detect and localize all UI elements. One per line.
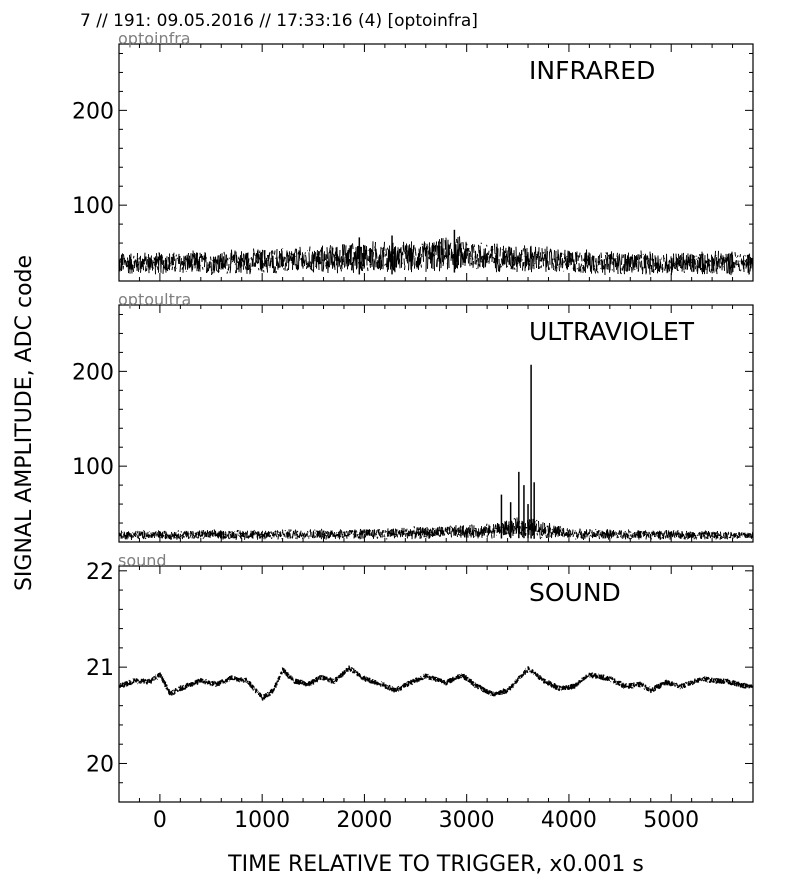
x-tick-label: 1000 <box>234 808 290 833</box>
panel-title: INFRARED <box>529 56 655 85</box>
y-tick-label: 100 <box>72 455 114 480</box>
y-tick-label: 21 <box>86 656 114 681</box>
y-tick-label: 200 <box>72 360 114 385</box>
x-tick-label: 5000 <box>643 808 699 833</box>
panel-sound: 0 1000 2000 3000 4000 5000 20 21 22 sound SOUND <box>86 551 754 833</box>
signal-noise <box>119 236 753 276</box>
signal-trace <box>119 364 753 541</box>
panel-tag-optoinfra: optoinfra <box>118 29 191 48</box>
panel-frame <box>118 43 754 282</box>
panel-optoinfra: 100 200 optoinfra INFRARED <box>72 29 754 282</box>
x-tick-label: 4000 <box>541 808 597 833</box>
signal-trace <box>119 229 753 276</box>
panels: 100200optoinfraINFRARED100200optoultraUL… <box>72 29 754 833</box>
signal-trace <box>119 665 753 701</box>
figure-header: 7 // 191: 09.05.2016 // 17:33:16 (4) [op… <box>80 11 478 31</box>
y-tick-label: 20 <box>86 752 114 777</box>
y-tick-label: 22 <box>86 560 114 585</box>
panel-tag-optoultra: optoultra <box>118 290 191 309</box>
y-tick-label: 100 <box>72 194 114 219</box>
panel-tag-sound: sound <box>118 551 167 570</box>
y-axis-label: SIGNAL AMPLITUDE, ADC code <box>12 255 37 591</box>
y-tick-label: 200 <box>72 99 114 124</box>
signal-noise <box>119 517 753 541</box>
x-tick-label: 2000 <box>336 808 392 833</box>
panel-frame <box>118 304 754 543</box>
panel-optoultra: 100 200 optoultra ULTRAVIOLET <box>72 290 754 543</box>
x-tick-label: 0 <box>153 808 167 833</box>
panel-title: SOUND <box>529 578 621 607</box>
panel-title: ULTRAVIOLET <box>529 317 695 346</box>
signal-noise <box>119 665 753 701</box>
x-axis-label: TIME RELATIVE TO TRIGGER, x0.001 s <box>227 852 644 877</box>
x-tick-label: 3000 <box>439 808 495 833</box>
panel-frame <box>118 565 754 803</box>
